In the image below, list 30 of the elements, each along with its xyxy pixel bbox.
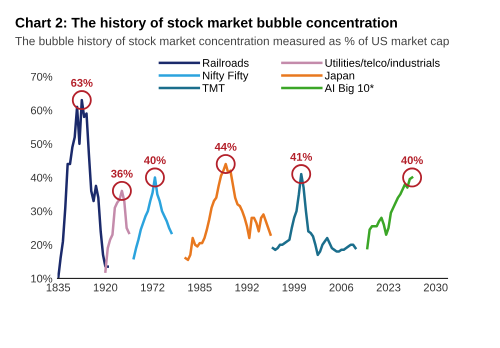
x-tick-label: 2023 [376, 284, 400, 292]
legend-label: Nifty Fifty [203, 71, 248, 82]
y-tick-label: 50% [30, 140, 52, 148]
chart-subtitle: The bubble history of stock market concentration measured as % of US market cap [15, 36, 449, 48]
legend-label: Utilities/telco/industrials [325, 58, 440, 67]
y-tick-label: 40% [30, 174, 52, 182]
y-tick-label: 70% [30, 72, 52, 81]
x-tick-label: 1972 [141, 284, 164, 292]
annotation: 41% [290, 152, 312, 161]
y-tick-label: 20% [30, 241, 52, 249]
legend-label: Railroads [203, 58, 249, 67]
x-tick-label: 1920 [94, 284, 118, 292]
annotation: 63% [71, 78, 93, 87]
x-tick-label: 1835 [46, 284, 70, 292]
legend-label: Japan [324, 72, 354, 82]
annotation: 40% [401, 156, 423, 164]
x-tick-label: 2030 [424, 284, 448, 292]
x-tick-label: 1999 [282, 284, 306, 292]
y-tick-label: 10% [31, 274, 52, 283]
x-tick-label: 2006 [330, 284, 354, 292]
chart-title: Chart 2: The history of stock market bubble concentration [16, 17, 397, 30]
annotation: 36% [111, 170, 133, 178]
annotation: 40% [144, 156, 166, 164]
x-tick-label: 1992 [235, 284, 259, 292]
legend-label: TMT [202, 84, 225, 92]
annotation: 44% [214, 142, 237, 151]
x-tick-label: 1985 [188, 284, 212, 292]
y-tick-label: 60% [30, 106, 52, 114]
y-tick-label: 30% [30, 207, 52, 216]
legend-label: AI Big 10* [324, 84, 374, 94]
